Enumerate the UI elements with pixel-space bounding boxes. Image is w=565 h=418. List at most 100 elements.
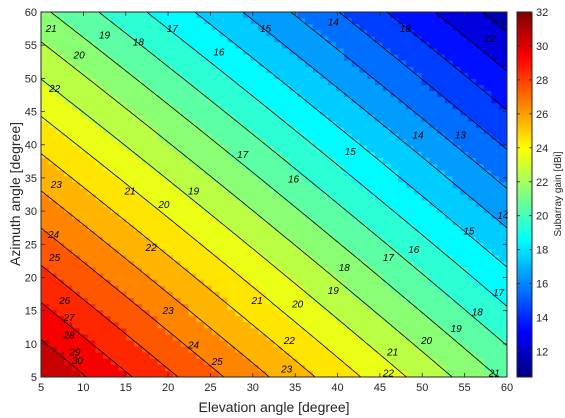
heat-cell — [48, 285, 58, 293]
heat-cell — [305, 133, 314, 141]
heat-cell — [328, 109, 337, 117]
heat-cell — [180, 231, 190, 238]
heat-cell — [258, 145, 267, 153]
heat-cell — [429, 103, 438, 110]
heat-cell — [421, 109, 430, 117]
heat-cell — [87, 267, 96, 275]
heat-cell — [56, 97, 65, 104]
heat-cell — [499, 133, 507, 141]
heat-cell — [157, 170, 166, 177]
heat-cell — [374, 72, 384, 80]
heat-cell — [250, 158, 260, 165]
heat-cell — [72, 139, 81, 147]
heat-cell — [429, 97, 438, 104]
heat-cell — [64, 127, 73, 135]
heat-cell — [72, 66, 81, 74]
heat-cell — [328, 103, 337, 110]
y-tick-label: 40 — [25, 140, 37, 152]
heat-cell — [460, 200, 469, 208]
heat-cell — [64, 42, 73, 50]
heat-cell — [95, 78, 104, 86]
heat-cell — [227, 115, 236, 123]
heat-cell — [211, 97, 221, 104]
heat-cell — [468, 291, 477, 299]
heat-cell — [188, 297, 197, 305]
heat-cell — [219, 66, 228, 74]
heat-cell — [367, 194, 376, 202]
heat-cell — [250, 121, 260, 129]
heat-cell — [141, 328, 151, 336]
heat-cell — [204, 145, 213, 153]
heat-cell — [491, 200, 500, 208]
heat-cell — [429, 352, 438, 360]
heat-cell — [149, 224, 159, 232]
heat-cell — [413, 188, 423, 196]
heat-cell — [188, 322, 197, 329]
heat-cell — [336, 103, 345, 110]
heat-cell — [367, 36, 376, 44]
heat-cell — [305, 121, 314, 129]
heat-cell — [444, 243, 454, 250]
heat-cell — [48, 188, 58, 196]
heat-cell — [382, 273, 392, 281]
heat-cell — [367, 66, 376, 74]
heat-cell — [87, 145, 96, 153]
heat-cell — [219, 352, 228, 360]
heat-cell — [157, 237, 166, 244]
heat-cell — [351, 279, 361, 287]
heat-cell — [374, 85, 384, 92]
heat-cell — [312, 291, 322, 299]
heat-cell — [437, 48, 446, 56]
heat-cell — [297, 12, 306, 19]
heat-cell — [343, 279, 353, 287]
heat-cell — [211, 304, 221, 311]
heat-cell — [250, 364, 260, 372]
heat-cell — [305, 164, 314, 171]
heat-cell — [460, 328, 469, 336]
heat-cell — [475, 304, 485, 311]
heat-cell — [312, 164, 322, 171]
heat-cell — [297, 224, 306, 232]
heat-cell — [281, 78, 291, 86]
heat-cell — [374, 279, 384, 287]
heat-cell — [398, 285, 407, 293]
heat-cell — [126, 231, 135, 238]
heat-cell — [367, 285, 376, 293]
heat-cell — [48, 109, 58, 117]
heat-cell — [250, 267, 260, 275]
heat-cell — [165, 24, 174, 31]
heat-cell — [289, 285, 298, 293]
heat-cell — [390, 72, 399, 80]
heat-cell — [274, 115, 283, 123]
heat-cell — [460, 36, 469, 44]
heat-cell — [483, 261, 493, 269]
heat-cell — [110, 30, 120, 37]
heat-cell — [390, 158, 399, 165]
heat-cell — [126, 36, 135, 44]
heat-cell — [312, 36, 322, 44]
heat-cell — [64, 243, 73, 250]
heat-cell — [258, 310, 267, 317]
heat-cell — [328, 316, 337, 323]
heat-cell — [227, 285, 236, 293]
heat-cell — [328, 255, 337, 263]
heat-cell — [173, 42, 182, 50]
heat-cell — [429, 60, 438, 68]
heat-cell — [460, 60, 469, 68]
heat-cell — [452, 103, 461, 110]
heat-cell — [483, 352, 493, 360]
heat-cell — [95, 200, 104, 208]
heat-cell — [103, 97, 112, 104]
heat-cell — [188, 170, 197, 177]
heat-cell — [95, 42, 104, 50]
heat-cell — [134, 328, 143, 336]
heat-cell — [56, 182, 65, 190]
heat-cell — [134, 133, 143, 141]
heat-cell — [390, 54, 399, 62]
heat-cell — [56, 261, 65, 269]
heat-cell — [173, 237, 182, 244]
heat-cell — [297, 267, 306, 275]
heat-cell — [359, 127, 368, 135]
heat-cell — [211, 231, 221, 238]
heat-cell — [359, 346, 368, 354]
